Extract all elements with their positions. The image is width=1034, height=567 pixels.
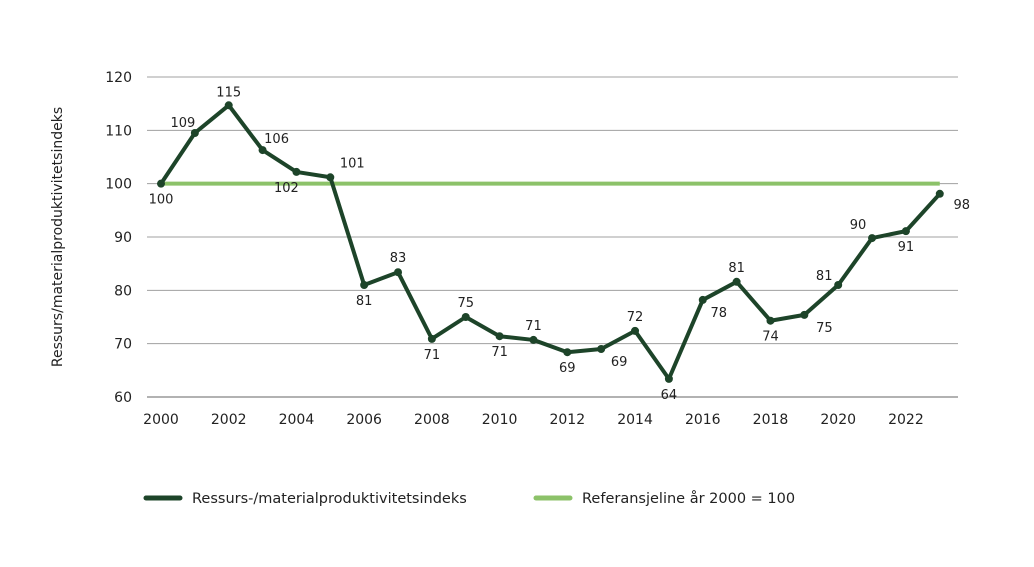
data-point: [360, 281, 369, 289]
x-tick-label: 2004: [279, 412, 315, 428]
data-label: 102: [274, 181, 299, 196]
data-label: 98: [954, 198, 971, 213]
data-point: [292, 167, 301, 176]
data-label: 69: [611, 355, 628, 370]
y-tick-label: 90: [114, 230, 132, 246]
x-tick-label: 2016: [685, 412, 721, 428]
data-point: [901, 227, 910, 236]
data-label: 81: [356, 294, 373, 309]
data-point: [800, 310, 809, 319]
data-point: [224, 101, 233, 110]
y-tick-label: 70: [114, 337, 132, 353]
y-tick-label: 80: [114, 283, 132, 299]
data-label: 81: [728, 261, 745, 276]
x-tick-label: 2022: [888, 412, 924, 428]
data-label: 78: [710, 306, 727, 321]
x-tick-label: 2006: [346, 412, 382, 428]
data-label: 100: [149, 193, 174, 208]
data-label: 91: [898, 240, 915, 255]
legend: Ressurs-/materialproduktivitetsindeks Re…: [143, 490, 795, 507]
data-label: 74: [762, 330, 779, 345]
y-tick-label: 110: [105, 123, 132, 139]
data-label: 72: [627, 310, 644, 325]
x-tick-label: 2020: [820, 412, 856, 428]
x-tick-label: 2002: [211, 412, 247, 428]
x-tick-label: 2008: [414, 412, 450, 428]
data-label: 69: [559, 361, 576, 376]
data-point: [326, 173, 335, 182]
x-tick-label: 2018: [753, 412, 789, 428]
index-line: [159, 103, 942, 381]
data-label: 75: [816, 321, 833, 336]
data-point: [766, 316, 775, 325]
data-label: 81: [816, 269, 833, 284]
data-point: [868, 234, 877, 243]
y-tick-label: 120: [105, 70, 132, 86]
data-label: 71: [424, 348, 441, 363]
data-point: [427, 334, 436, 343]
data-label: 64: [661, 388, 678, 403]
data-label: 71: [525, 319, 542, 334]
data-point: [597, 345, 606, 353]
data-point: [935, 189, 944, 198]
data-point: [834, 281, 843, 289]
data-label: 106: [264, 132, 289, 147]
x-tick-label: 2012: [549, 412, 585, 428]
series: 100 109 115 106 102 101 81 83 71 75 71 71 69 69 72 64 78…: [149, 85, 970, 403]
gridlines: [147, 76, 958, 398]
y-axis-label: Ressurs/materialproduktivitetsindeks: [50, 107, 66, 367]
legend-label-index: Ressurs-/materialproduktivitetsindeks: [192, 491, 467, 507]
x-axis-ticks: 2000 2002 2004 2006 2008 2010 2012 2014 2016 2018…: [143, 412, 924, 428]
data-point: [529, 335, 538, 344]
data-point: [157, 179, 165, 188]
data-label: 101: [340, 156, 365, 171]
y-axis-ticks: 60 70 80 90 100 110 120: [105, 70, 132, 406]
data-point: [732, 277, 741, 286]
data-label: 83: [390, 251, 407, 266]
data-point: [495, 332, 504, 341]
y-tick-label: 60: [114, 390, 132, 406]
data-point: [563, 348, 572, 357]
data-point: [631, 326, 640, 335]
data-point: [258, 146, 267, 155]
legend-label-reference: Referansjeline år 2000 = 100: [582, 490, 795, 507]
data-label: 109: [170, 116, 195, 131]
x-tick-label: 2000: [143, 412, 179, 428]
data-label: 75: [457, 296, 474, 311]
data-label: 115: [216, 85, 241, 100]
data-point: [461, 313, 470, 321]
x-tick-label: 2010: [482, 412, 518, 428]
data-label: 90: [850, 218, 867, 233]
data-label: 71: [491, 345, 508, 360]
data-point: [394, 268, 403, 277]
x-tick-label: 2014: [617, 412, 653, 428]
data-point: [664, 374, 673, 383]
data-point: [190, 129, 199, 137]
data-point: [698, 295, 707, 304]
y-tick-label: 100: [105, 177, 132, 193]
